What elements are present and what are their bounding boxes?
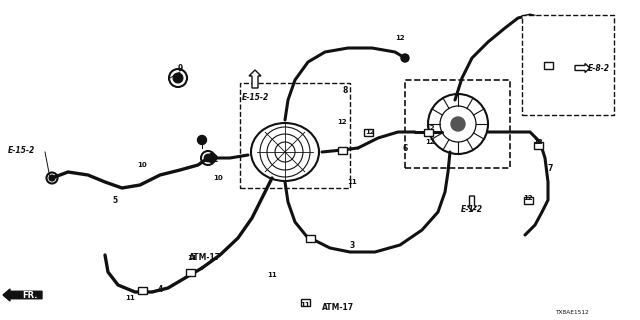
Text: 12: 12 [523,195,533,201]
FancyArrow shape [467,196,477,211]
FancyBboxPatch shape [522,15,614,115]
Circle shape [198,135,207,145]
FancyArrow shape [249,70,261,88]
Circle shape [173,73,183,83]
Bar [301,299,310,306]
Circle shape [451,117,465,131]
Text: 3: 3 [349,241,355,250]
Text: FR.: FR. [22,291,38,300]
Text: 11: 11 [347,179,357,185]
Text: 4: 4 [157,285,163,294]
Text: 12: 12 [365,129,375,135]
Bar [337,147,346,154]
Text: ATM-17: ATM-17 [189,253,221,262]
Text: 7: 7 [547,164,553,172]
Text: 10: 10 [137,162,147,168]
Text: E-15-2: E-15-2 [241,93,269,102]
Circle shape [49,175,55,181]
Bar [138,286,147,293]
Bar [524,196,532,204]
Text: 12: 12 [533,139,543,145]
Text: 11: 11 [267,272,277,278]
Text: ATM-17: ATM-17 [322,303,354,313]
Bar [186,268,195,276]
Text: 12: 12 [425,125,435,131]
Text: E-1-2: E-1-2 [461,205,483,214]
Text: 2: 2 [212,156,218,164]
Text: 1: 1 [200,135,205,145]
Bar [543,61,552,68]
Text: E-15-2: E-15-2 [8,146,35,155]
FancyArrow shape [575,63,590,73]
Text: 5: 5 [113,196,118,204]
Bar [534,141,543,148]
FancyArrow shape [3,289,42,301]
Circle shape [204,154,212,162]
Text: E-8-2: E-8-2 [588,63,610,73]
Bar [305,235,314,242]
Circle shape [401,54,409,62]
Text: 12: 12 [337,119,347,125]
FancyBboxPatch shape [405,80,510,168]
Text: 9: 9 [177,63,182,73]
Text: 6: 6 [403,143,408,153]
Text: +: + [175,75,181,81]
Text: 12: 12 [395,35,405,41]
Bar [364,129,372,135]
Circle shape [207,154,216,163]
Bar [424,129,433,135]
Ellipse shape [251,123,319,181]
Text: 11: 11 [125,295,135,301]
Text: 11: 11 [300,302,310,308]
Text: TX8AE1512: TX8AE1512 [555,309,589,315]
Text: 11: 11 [187,255,197,261]
Text: 10: 10 [213,175,223,181]
Text: 8: 8 [342,85,348,94]
Text: 12: 12 [425,139,435,145]
